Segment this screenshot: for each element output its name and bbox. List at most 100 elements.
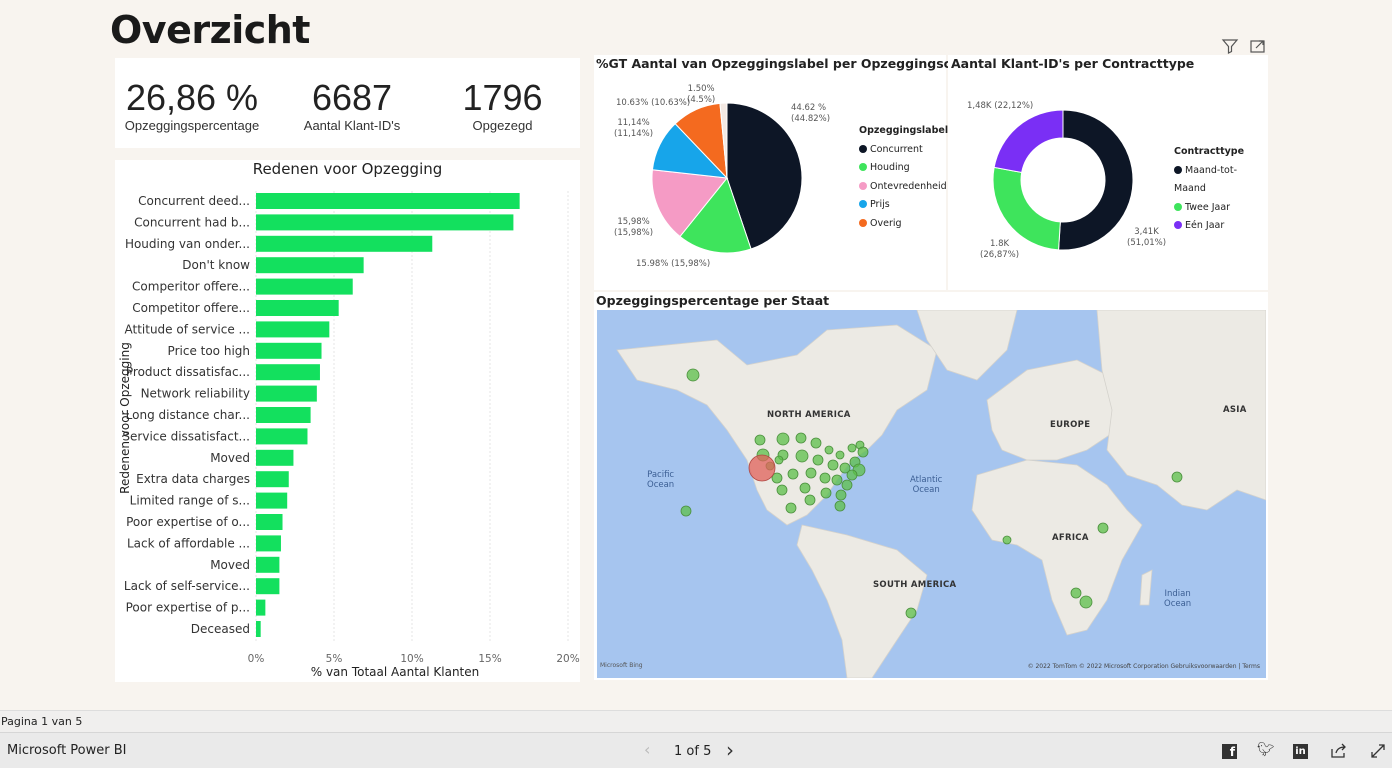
slice: [992, 166, 1061, 251]
next-page-icon[interactable]: ›: [726, 738, 734, 762]
y-category-label: Deceased: [191, 622, 250, 636]
map-bubble-highlight: [748, 454, 776, 482]
x-tick-label: 20%: [556, 653, 579, 665]
pie-data-label: 10.63% (10.63%): [616, 98, 690, 109]
bar-chart: 0% 5% 10% 15% 20% Concurrent deed... Concurren…: [118, 191, 580, 679]
y-category-label: Houding van onder...: [125, 237, 250, 251]
y-category-label: Concurrent deed...: [138, 194, 250, 208]
asia-land: [1096, 310, 1266, 511]
map-bubble: [846, 469, 858, 481]
bar: [256, 300, 339, 316]
pie-chart: [651, 102, 803, 254]
bar: [256, 364, 320, 381]
label-text: 44.62 % (44.82%): [791, 103, 831, 124]
kpi-label: Opgezegd: [472, 118, 533, 133]
pie-data-label: 44.62 % (44.82%): [791, 103, 830, 125]
donut-data-label: 1,48K (22,12%): [967, 101, 1033, 112]
slice: [651, 169, 728, 238]
y-category-label: Competitor offere...: [132, 301, 250, 315]
world-map[interactable]: [597, 310, 1266, 678]
legend-dot-icon: [1174, 165, 1182, 174]
filter-icon[interactable]: [1221, 38, 1239, 58]
y-category-label: Lack of affordable ...: [127, 536, 250, 550]
region-label: EUROPE: [1050, 420, 1091, 430]
y-category-label: Price too high: [168, 344, 250, 358]
legend-item[interactable]: Concurrent: [859, 141, 948, 160]
bar: [256, 257, 364, 274]
y-category-label: Moved: [210, 558, 250, 572]
legend-label: Eén Jaar: [1185, 220, 1225, 231]
y-category-label: Poor expertise of o...: [126, 515, 250, 529]
fullscreen-icon[interactable]: [1370, 743, 1386, 763]
legend-title: Opzeggingslabel: [859, 125, 949, 136]
map-bubble: [795, 432, 807, 444]
facebook-icon[interactable]: f: [1222, 744, 1237, 759]
donut-chart: [992, 109, 1134, 251]
slice: [993, 109, 1064, 174]
bar: [256, 235, 433, 252]
y-category-label: Comperitor offere...: [132, 280, 250, 294]
focus-mode-icon[interactable]: [1249, 38, 1267, 58]
share-icon[interactable]: [1330, 743, 1347, 763]
ocean-label: Atlantic Ocean: [910, 475, 943, 495]
legend-label: Ontevredenheid: [870, 180, 947, 192]
map-bubble: [827, 459, 839, 471]
legend-item[interactable]: Prijs: [859, 196, 948, 215]
legend-dot-icon: [859, 200, 867, 208]
kpi-value: 26,86 %: [125, 77, 259, 118]
map-bubble: [841, 479, 853, 491]
legend-item[interactable]: Eén Jaar: [1174, 217, 1268, 236]
y-category-label: Lack of self-service...: [124, 579, 250, 593]
label-text: 15.98% (15,98%): [636, 259, 711, 269]
brand-link[interactable]: Microsoft Power BI: [7, 743, 127, 758]
legend-label: Twee Jaar: [1185, 201, 1231, 213]
south-america-land: [796, 524, 928, 678]
slice: [719, 102, 728, 179]
page-counter: 1 of 5: [674, 744, 712, 759]
bar: [256, 193, 520, 209]
legend-item[interactable]: Ontevredenheid: [859, 178, 948, 197]
legend-label: Concurrent: [870, 143, 923, 155]
y-category-label: Don't know: [182, 258, 250, 272]
map-bubble: [810, 437, 822, 449]
ocean-label: Pacific Ocean: [647, 470, 675, 490]
legend-item[interactable]: Maand-tot-Maand: [1174, 162, 1268, 199]
map-bubble: [819, 472, 831, 484]
bar: [256, 385, 317, 402]
y-category-label: Product dissatisfac...: [126, 365, 250, 379]
region-label: SOUTH AMERICA: [873, 580, 957, 590]
pie-data-label: 11,14% (11,14%): [614, 118, 653, 140]
footer-bar: Microsoft Power BI ‹ 1 of 5 › f 🐦︎ in: [0, 732, 1392, 768]
map-bubble: [787, 468, 799, 480]
region-label: ASIA: [1223, 405, 1247, 415]
map-bubble: [1097, 522, 1109, 534]
europe-land: [986, 359, 1118, 461]
previous-page-icon[interactable]: ‹: [644, 740, 651, 759]
legend-title: Contracttype: [1174, 146, 1245, 157]
bar: [256, 321, 330, 338]
pie-chart-card: %GT Aantal van Opzeggingslabel per Opzeg…: [594, 55, 1010, 290]
legend-item[interactable]: Overig: [859, 215, 948, 234]
map-attribution[interactable]: © 2022 TomTom © 2022 Microsoft Corporati…: [1027, 663, 1260, 670]
label-text: 3,41K (51,01%): [1127, 227, 1167, 248]
bar: [256, 214, 514, 231]
map-bubble: [831, 474, 843, 486]
map-bubble: [839, 462, 851, 474]
bar: [256, 556, 280, 573]
map-bubble: [776, 432, 790, 446]
map-bubble: [835, 489, 847, 501]
chart-title: Aantal Klant-ID's per Contracttype: [951, 56, 1195, 71]
legend-item[interactable]: Twee Jaar: [1174, 199, 1268, 218]
legend-dot-icon: [1174, 221, 1182, 229]
twitter-icon[interactable]: 🐦︎: [1257, 742, 1275, 758]
pie-data-label: 15.98% (15,98%): [636, 259, 710, 270]
map-canvas[interactable]: NORTH AMERICA SOUTH AMERICA EUROPE AFRIC…: [597, 310, 1266, 678]
linkedin-icon[interactable]: in: [1293, 744, 1308, 759]
x-tick-label: 15%: [478, 653, 501, 665]
legend-item[interactable]: Houding: [859, 159, 948, 178]
donut-chart-card: Aantal Klant-ID's per Contracttype 1,48K…: [948, 55, 1268, 290]
y-category-label: Long distance char...: [126, 408, 250, 422]
map-bubble: [1079, 595, 1093, 609]
kpi-card: 26,86 % Opzeggingspercentage 6687 Aantal…: [115, 58, 580, 148]
bar: [256, 578, 280, 595]
